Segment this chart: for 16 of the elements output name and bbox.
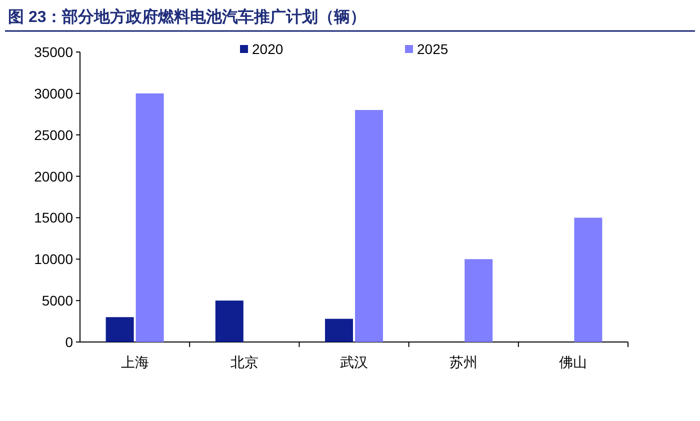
x-tick-label: 武汉 bbox=[340, 354, 368, 370]
y-tick-label: 0 bbox=[65, 334, 74, 350]
chart-title: 图 23：部分地方政府燃料电池汽车推广计划（辆） bbox=[8, 7, 366, 26]
y-tick-label: 10000 bbox=[34, 251, 74, 268]
y-tick-label: 30000 bbox=[34, 85, 74, 102]
y-tick-label: 20000 bbox=[34, 168, 74, 184]
legend-label: 2020 bbox=[252, 41, 284, 57]
x-tick-label: 苏州 bbox=[450, 354, 478, 370]
x-tick-label: 佛山 bbox=[559, 354, 588, 370]
legend-label: 2025 bbox=[417, 41, 448, 57]
y-tick-label: 5000 bbox=[42, 292, 74, 309]
y-tick-label: 35000 bbox=[34, 44, 74, 60]
x-tick-label: 北京 bbox=[230, 354, 258, 370]
y-tick-label: 15000 bbox=[34, 210, 74, 226]
y-tick-label: 25000 bbox=[34, 126, 74, 143]
x-tick-label: 上海 bbox=[120, 354, 149, 370]
